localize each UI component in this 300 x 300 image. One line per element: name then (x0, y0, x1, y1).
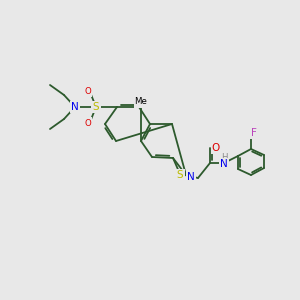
Text: N: N (187, 172, 195, 182)
Text: O: O (212, 143, 220, 153)
Text: O: O (85, 86, 92, 95)
Text: O: O (85, 118, 92, 127)
Text: F: F (251, 128, 257, 138)
Text: Me: Me (135, 98, 147, 106)
Text: N: N (71, 102, 79, 112)
Text: S: S (93, 102, 99, 112)
Text: S: S (177, 170, 183, 180)
Text: H: H (221, 152, 227, 161)
Text: N: N (220, 159, 228, 169)
